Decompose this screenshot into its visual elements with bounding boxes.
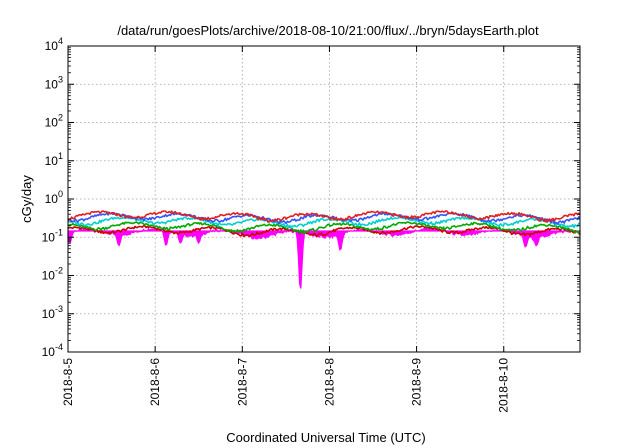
y-tick-exponent: 1 [58, 151, 63, 161]
y-tick-base: 10 [45, 77, 59, 91]
x-tick-label: 2018-8-7 [235, 358, 249, 406]
x-tick-label: 2018-8-10 [497, 358, 511, 413]
y-tick-label: 10-3 [42, 304, 63, 321]
y-tick-label: 10-2 [42, 266, 63, 283]
grid-layer [68, 46, 580, 352]
x-axis-label: Coordinated Universal Time (UTC) [226, 430, 425, 445]
series-line [67, 216, 581, 229]
y-tick-base: 10 [45, 116, 59, 130]
y-tick-exponent: 2 [58, 113, 63, 123]
y-tick-base: 10 [42, 269, 56, 283]
x-tick-label: 2018-8-5 [61, 358, 75, 406]
x-tick-label: 2018-8-8 [322, 358, 336, 406]
x-tick-layer: 2018-8-5 2018-8-6 2018-8-7 2018-8-8 2018-8-9… [61, 46, 511, 413]
series-line [67, 221, 581, 234]
chart-title: /data/run/goesPlots/archive/2018-08-10/2… [117, 23, 539, 38]
y-tick-exponent: 4 [58, 36, 63, 46]
y-tick-label: 102 [45, 113, 63, 130]
y-tick-base: 10 [45, 39, 59, 53]
y-tick-base: 10 [45, 192, 59, 206]
y-tick-exponent: 0 [58, 189, 63, 199]
y-tick-base: 10 [42, 307, 56, 321]
x-tick-label: 2018-8-6 [148, 358, 162, 406]
y-tick-exponent: -3 [55, 304, 63, 314]
y-tick-base: 10 [45, 154, 59, 168]
y-tick-exponent: -1 [55, 227, 63, 237]
y-tick-label: 101 [45, 151, 63, 168]
y-tick-exponent: 3 [58, 74, 63, 84]
y-tick-label: 103 [45, 74, 63, 91]
y-tick-base: 10 [42, 230, 56, 244]
data-layer [67, 210, 581, 289]
x-tick-label: 2018-8-9 [410, 358, 424, 406]
series-line [67, 210, 581, 223]
series-line [67, 212, 581, 225]
y-axis-label: cGy/day [19, 175, 34, 223]
y-tick-label: 10-4 [42, 342, 63, 359]
y-tick-exponent: -2 [55, 266, 63, 276]
y-tick-label: 100 [45, 189, 63, 206]
y-tick-label: 104 [45, 36, 63, 53]
y-tick-base: 10 [42, 345, 56, 359]
y-tick-label: 10-1 [42, 227, 63, 244]
y-tick-exponent: -4 [55, 342, 63, 352]
